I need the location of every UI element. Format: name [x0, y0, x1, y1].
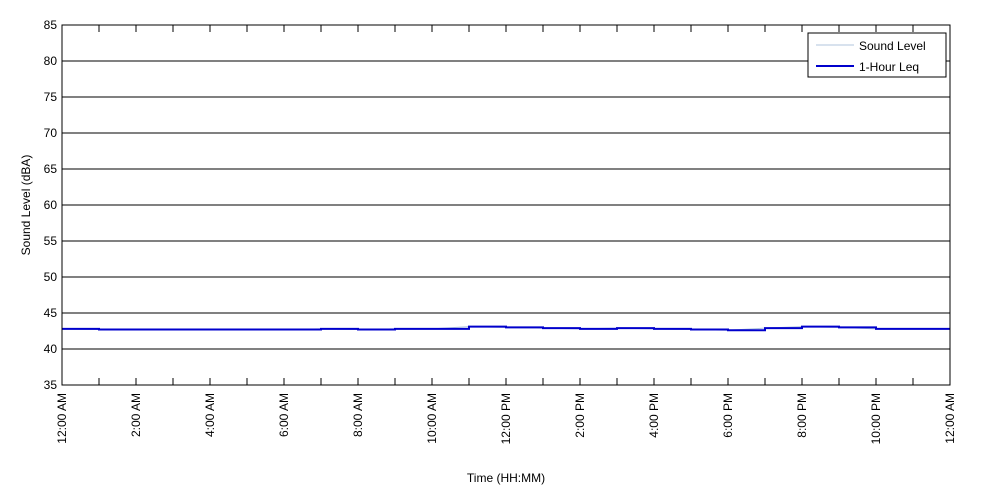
x-axis: 12:00 AM 2:00 AM 4:00 AM 6:00 AM 8:00 AM 10:0…: [55, 25, 957, 444]
series-line-leq: [62, 325, 950, 332]
x-tick-label: 12:00 AM: [55, 393, 69, 444]
x-tick-label: 4:00 AM: [203, 393, 217, 437]
y-tick-label: 50: [44, 270, 58, 284]
y-tick-label: 75: [44, 90, 58, 104]
legend-label: Sound Level: [859, 39, 926, 53]
x-tick-label: 6:00 PM: [721, 393, 735, 438]
y-tick-label: 55: [44, 234, 58, 248]
x-tick-label: 12:00 PM: [499, 393, 513, 444]
x-tick-label: 2:00 PM: [573, 393, 587, 438]
x-axis-label: Time (HH:MM): [467, 471, 545, 485]
y-tick-label: 45: [44, 306, 58, 320]
y-tick-label: 65: [44, 162, 58, 176]
y-tick-label: 80: [44, 54, 58, 68]
series-layer: [61, 325, 950, 332]
legend-box: [807, 32, 947, 78]
x-tick-label: 8:00 PM: [795, 393, 809, 438]
x-tick-label: 6:00 AM: [277, 393, 291, 437]
x-tick-label: 2:00 AM: [129, 393, 143, 437]
legend-label: 1-Hour Leq: [859, 60, 919, 74]
x-tick-label: 10:00 AM: [425, 393, 439, 444]
x-tick-label: 12:00 AM: [943, 393, 957, 444]
y-tick-label: 35: [44, 378, 58, 392]
y-tick-label: 40: [44, 342, 58, 356]
x-tick-label: 4:00 PM: [647, 393, 661, 438]
y-tick-label: 85: [44, 18, 58, 32]
legend: Sound Level 1-Hour Leq: [807, 32, 947, 78]
grid-lines: [62, 24, 950, 386]
x-tick-label: 10:00 PM: [869, 393, 883, 444]
y-tick-label: 70: [44, 126, 58, 140]
y-tick-label: 60: [44, 198, 58, 212]
y-axis: 35 40 45 50 55 60 65 70 75 80 85: [44, 18, 58, 392]
y-axis-label: Sound Level (dBA): [19, 155, 33, 256]
x-tick-label: 8:00 AM: [351, 393, 365, 437]
